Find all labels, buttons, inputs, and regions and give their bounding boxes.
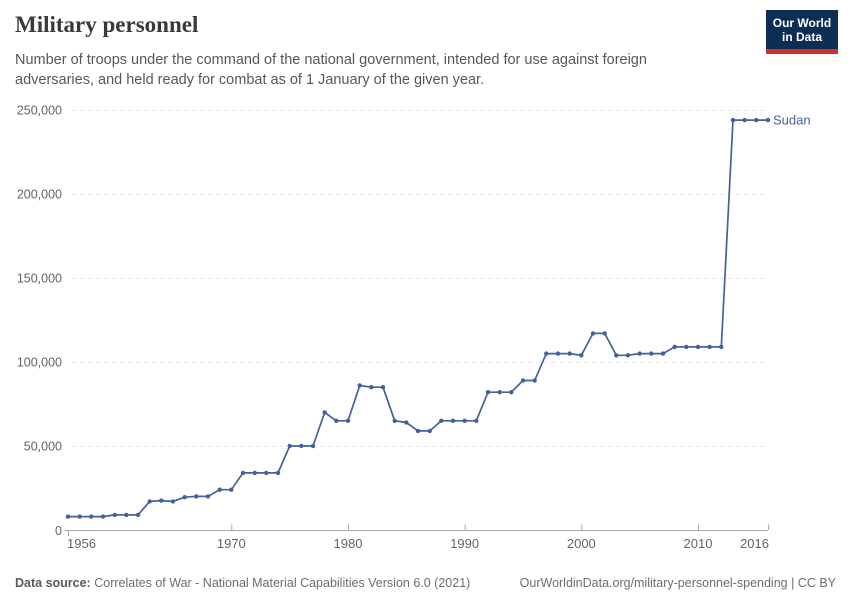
x-axis-tick-label: 2010	[684, 536, 713, 551]
owid-logo-line1: Our World	[772, 16, 832, 30]
data-point[interactable]	[614, 353, 619, 358]
owid-logo[interactable]: Our World in Data	[766, 10, 838, 54]
data-point[interactable]	[462, 418, 467, 423]
data-point[interactable]	[509, 390, 514, 395]
data-point[interactable]	[625, 353, 631, 358]
data-point[interactable]	[719, 344, 724, 350]
data-point[interactable]	[217, 487, 222, 492]
x-axis-tick-label: 2000	[567, 536, 596, 551]
data-point[interactable]	[707, 344, 712, 350]
data-point[interactable]	[264, 470, 269, 476]
data-point[interactable]	[672, 344, 677, 350]
chart-footer: Data source: Correlates of War - Nationa…	[15, 576, 836, 590]
data-point[interactable]	[730, 117, 736, 123]
owid-logo-line2: in Data	[781, 30, 822, 44]
data-point[interactable]	[357, 383, 362, 388]
data-point[interactable]	[765, 117, 771, 123]
data-point[interactable]	[532, 378, 537, 383]
data-point[interactable]	[182, 495, 187, 500]
data-point[interactable]	[415, 428, 421, 434]
data-point[interactable]	[567, 351, 572, 356]
data-point[interactable]	[754, 117, 759, 123]
x-axis-tick-label: 1980	[334, 536, 363, 551]
data-point[interactable]	[77, 514, 82, 519]
data-point[interactable]	[275, 470, 281, 476]
page-title: Military personnel	[15, 12, 199, 37]
data-point[interactable]	[310, 443, 316, 449]
x-axis-tick-label: 1956	[67, 536, 96, 551]
data-point[interactable]	[497, 390, 502, 395]
data-point[interactable]	[124, 512, 129, 518]
data-point[interactable]	[427, 428, 432, 434]
data-source-text: Correlates of War - National Material Ca…	[94, 576, 471, 590]
data-point[interactable]	[89, 514, 94, 519]
data-point[interactable]	[194, 494, 199, 499]
data-point[interactable]	[450, 418, 456, 423]
data-point[interactable]	[205, 494, 211, 499]
chart-subtitle: Number of troops under the command of th…	[15, 52, 647, 88]
data-point[interactable]	[65, 514, 71, 519]
data-point[interactable]	[742, 117, 747, 123]
y-axis-tick-label: 250,000	[17, 104, 62, 118]
x-axis-tick-label: 1990	[450, 536, 479, 551]
y-axis-tick-label: 50,000	[24, 440, 62, 454]
data-point[interactable]	[299, 443, 304, 449]
data-source: Data source: Correlates of War - Nationa…	[15, 576, 470, 590]
series-label-sudan: Sudan	[773, 113, 811, 128]
data-point[interactable]	[602, 331, 607, 336]
data-point[interactable]	[590, 331, 596, 336]
data-point[interactable]	[544, 351, 549, 356]
data-point[interactable]	[170, 499, 176, 504]
data-point[interactable]	[334, 418, 339, 423]
data-point[interactable]	[474, 418, 479, 423]
x-axis-tick-label: 1970	[217, 536, 246, 551]
data-point[interactable]	[485, 390, 491, 395]
data-point[interactable]	[322, 410, 327, 415]
data-source-label: Data source:	[15, 576, 91, 590]
trend-line[interactable]	[68, 119, 768, 518]
data-point[interactable]	[579, 353, 584, 358]
data-point[interactable]	[520, 378, 526, 383]
data-point[interactable]	[695, 344, 701, 350]
data-point[interactable]	[135, 512, 141, 518]
data-point[interactable]	[637, 351, 642, 356]
data-point[interactable]	[100, 514, 106, 519]
data-point[interactable]	[380, 385, 386, 390]
data-point[interactable]	[439, 418, 444, 423]
data-point[interactable]	[649, 351, 654, 356]
data-point[interactable]	[147, 499, 152, 504]
data-point[interactable]	[159, 498, 164, 503]
data-point[interactable]	[112, 512, 117, 518]
y-axis-tick-label: 200,000	[17, 188, 62, 202]
y-axis-tick-label: 150,000	[17, 272, 62, 286]
data-point[interactable]	[369, 385, 374, 390]
data-point[interactable]	[240, 470, 246, 476]
data-point[interactable]	[684, 344, 689, 350]
data-point[interactable]	[229, 487, 234, 492]
data-point[interactable]	[660, 351, 666, 356]
data-point[interactable]	[287, 443, 292, 449]
x-axis-tick-label: 2016	[740, 536, 769, 551]
credit-link[interactable]: OurWorldinData.org/military-personnel-sp…	[519, 576, 836, 590]
data-point[interactable]	[404, 420, 409, 425]
data-point[interactable]	[555, 351, 561, 356]
data-point[interactable]	[252, 470, 257, 476]
y-axis-tick-label: 100,000	[17, 356, 62, 370]
y-axis-tick-label: 0	[55, 524, 62, 538]
data-point[interactable]	[345, 418, 351, 423]
data-point[interactable]	[392, 418, 397, 423]
